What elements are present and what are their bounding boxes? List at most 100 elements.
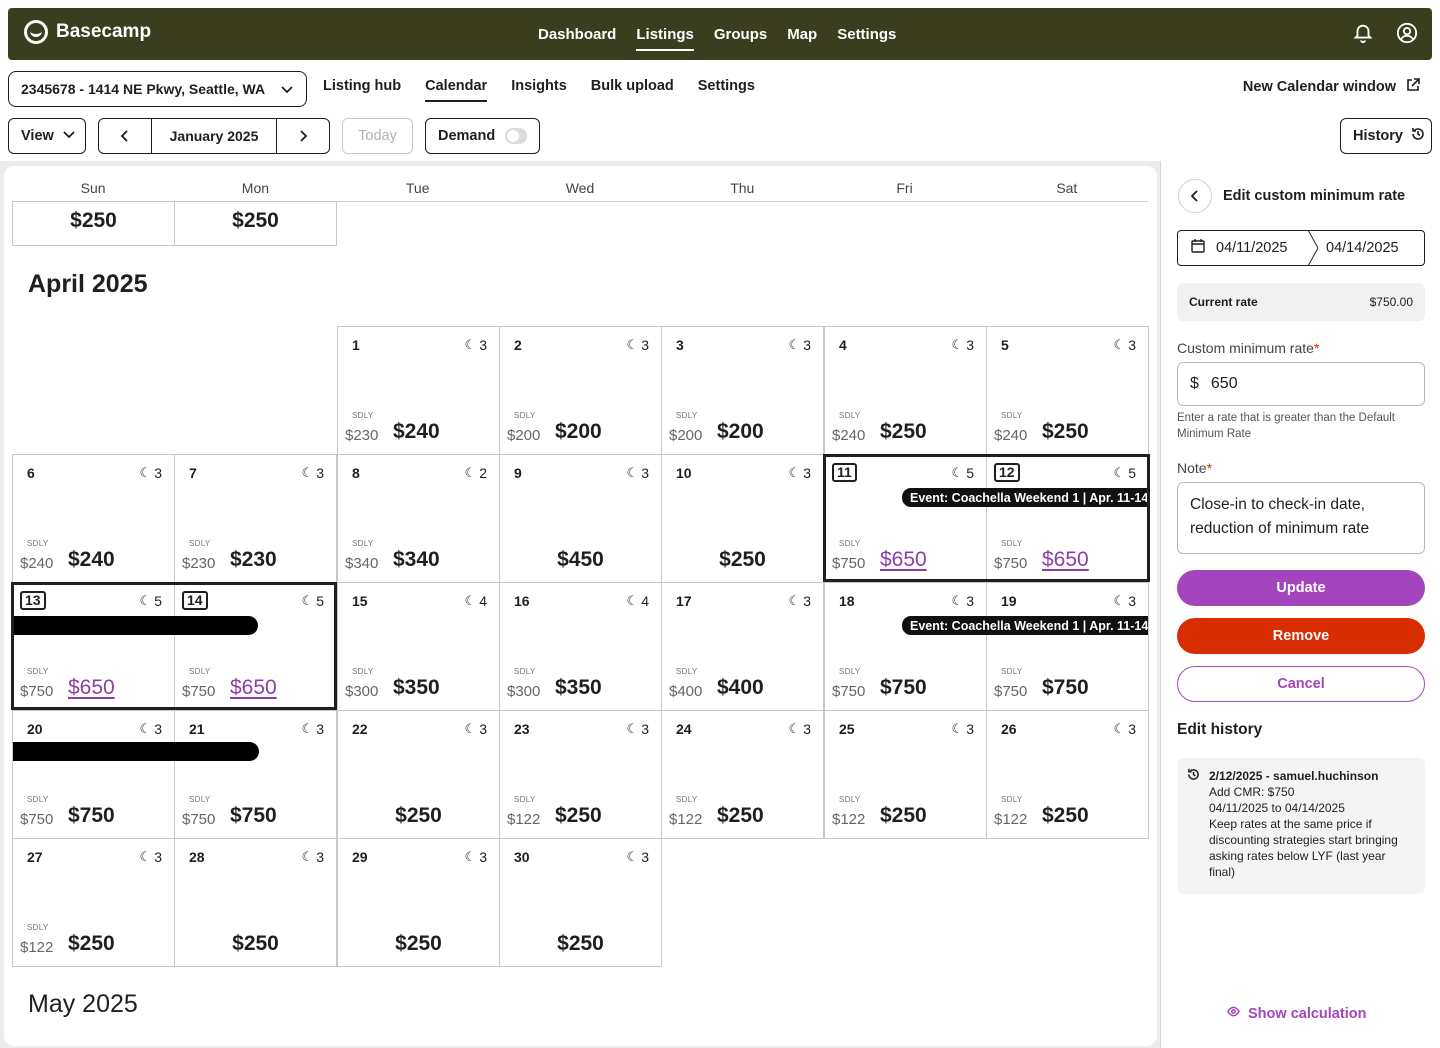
update-button[interactable]: Update (1177, 570, 1425, 606)
calendar-day-cell[interactable]: 30 ☾ 3 $250 (499, 838, 662, 967)
next-month-button[interactable] (277, 119, 329, 153)
calendar-day-cell[interactable]: 17 ☾ 3 SDLY $400 $400 (661, 582, 824, 711)
edit-history-title: Edit history (1177, 721, 1263, 738)
cmr-input[interactable]: $ 650 (1177, 362, 1425, 406)
start-date[interactable]: 04/11/2025 (1216, 240, 1288, 256)
brand-logo[interactable]: Basecamp (24, 20, 151, 44)
calendar-day-cell[interactable]: 11 ☾ 5 SDLY $750 $650 (824, 454, 987, 583)
calendar-day-cell[interactable]: 23 ☾ 3 SDLY $122 $250 (499, 710, 662, 839)
nav-listings[interactable]: Listings (636, 20, 694, 51)
min-nights-value: 3 (803, 465, 811, 481)
show-calculation-link[interactable]: Show calculation (1227, 1005, 1366, 1022)
view-dropdown-button[interactable]: View (8, 118, 86, 154)
calendar-day-cell[interactable]: 2 ☾ 3 SDLY $200 $200 (499, 326, 662, 455)
calendar-day-cell[interactable]: 26 ☾ 3 SDLY $122 $250 (986, 710, 1149, 839)
back-button[interactable] (1178, 179, 1212, 213)
calendar-day-cell[interactable]: 16 ☾ 4 SDLY $300 $350 (499, 582, 662, 711)
calendar-day-cell[interactable]: 29 ☾ 3 $250 (337, 838, 500, 967)
history-button[interactable]: History (1340, 118, 1432, 154)
calendar-day-cell[interactable]: 10 ☾ 3 $250 (661, 454, 824, 583)
calendar-day-cell[interactable]: 14 ☾ 5 SDLY $750 $650 (174, 582, 337, 711)
event-banner[interactable]: Event: Coachella Weekend 1 | Apr. 11-14 (902, 616, 1148, 635)
calendar-day-cell[interactable]: 19 ☾ 3 SDLY $750 $750 (986, 582, 1149, 711)
sdly-label: SDLY (1001, 667, 1023, 676)
min-nights: ☾ 3 (140, 721, 162, 737)
day-price[interactable]: $650 (1042, 548, 1089, 571)
calendar-day-cell[interactable]: $250 (174, 201, 337, 246)
cancel-button[interactable]: Cancel (1177, 666, 1425, 702)
today-button[interactable]: Today (342, 118, 413, 154)
external-link-icon (1406, 78, 1420, 96)
tab-bulk-upload[interactable]: Bulk upload (590, 78, 674, 94)
calendar-day-cell[interactable]: 1 ☾ 3 SDLY $230 $240 (337, 326, 500, 455)
min-nights-value: 3 (154, 721, 162, 737)
remove-button[interactable]: Remove (1177, 618, 1425, 654)
demand-toggle-switch[interactable] (505, 128, 527, 144)
calendar-day-cell[interactable]: 8 ☾ 2 SDLY $340 $340 (337, 454, 500, 583)
nav-map[interactable]: Map (787, 25, 818, 43)
calendar-day-cell[interactable]: 28 ☾ 3 $250 (174, 838, 337, 967)
new-calendar-window-link[interactable]: New Calendar window (1243, 78, 1420, 96)
day-price[interactable]: $650 (68, 676, 115, 699)
calendar-day-cell[interactable]: 21 ☾ 3 SDLY $750 $750 (174, 710, 337, 839)
calendar-day-cell[interactable]: 13 ☾ 5 SDLY $750 $650 (12, 582, 175, 711)
calendar-day-cell[interactable]: 9 ☾ 3 $450 (499, 454, 662, 583)
day-price: $750 (230, 804, 277, 827)
month-navigator: January 2025 (98, 118, 330, 154)
demand-toggle-button[interactable]: Demand (425, 118, 540, 154)
calendar-day-cell[interactable]: 20 ☾ 3 SDLY $750 $750 (12, 710, 175, 839)
calendar-day-cell[interactable]: 27 ☾ 3 SDLY $122 $250 (12, 838, 175, 967)
current-month-label[interactable]: January 2025 (151, 119, 277, 153)
sdly-value: $240 (994, 427, 1028, 444)
calendar-day-cell[interactable]: 7 ☾ 3 SDLY $230 $230 (174, 454, 337, 583)
moon-icon: ☾ (139, 465, 152, 480)
day-price[interactable]: $650 (880, 548, 927, 571)
event-banner[interactable]: Event: Coachella Weekend 1 | Apr. 11-14 (902, 488, 1148, 507)
user-account-icon[interactable] (1396, 22, 1418, 49)
day-price: $200 (717, 420, 764, 443)
min-nights: ☾ 3 (627, 465, 649, 481)
nav-dashboard[interactable]: Dashboard (538, 25, 617, 43)
nav-groups[interactable]: Groups (713, 25, 768, 43)
listing-selector[interactable]: 2345678 - 1414 NE Pkwy, Seattle, WA (8, 71, 307, 107)
day-number: 4 (839, 337, 847, 353)
tab-insights[interactable]: Insights (511, 78, 567, 94)
day-number: 23 (514, 721, 530, 737)
date-range-picker[interactable]: 04/11/2025 04/14/2025 (1177, 229, 1425, 267)
min-nights-value: 3 (803, 721, 811, 737)
sdly-value: $122 (994, 811, 1028, 828)
day-price[interactable]: $650 (230, 676, 277, 699)
tab-settings[interactable]: Settings (697, 78, 755, 94)
event-banner-continuation[interactable] (13, 616, 258, 635)
cmr-field-label: Custom minimum rate* (1177, 340, 1320, 356)
calendar-day-cell[interactable]: 15 ☾ 4 SDLY $300 $350 (337, 582, 500, 711)
calendar-day-cell[interactable]: 18 ☾ 3 SDLY $750 $750 (824, 582, 987, 711)
moon-icon: ☾ (1113, 593, 1126, 608)
min-nights: ☾ 5 (952, 465, 974, 481)
notification-bell-icon[interactable] (1352, 22, 1374, 44)
sdly-value: $750 (182, 811, 216, 828)
calendar-day-cell[interactable]: $250 (12, 201, 175, 246)
day-price: $250 (557, 932, 604, 955)
tab-calendar[interactable]: Calendar (425, 70, 488, 102)
day-number: 26 (1001, 721, 1017, 737)
calendar-day-cell[interactable]: 3 ☾ 3 SDLY $200 $200 (661, 326, 824, 455)
sdly-value: $750 (20, 811, 54, 828)
calendar-day-cell[interactable]: 5 ☾ 3 SDLY $240 $250 (986, 326, 1149, 455)
min-nights: ☾ 4 (627, 593, 649, 609)
note-textarea[interactable]: Close-in to check-in date, reduction of … (1177, 482, 1425, 554)
previous-month-button[interactable] (99, 119, 151, 153)
calendar-day-cell[interactable]: 24 ☾ 3 SDLY $122 $250 (661, 710, 824, 839)
calendar-day-cell[interactable]: 12 ☾ 5 SDLY $750 $650 (986, 454, 1149, 583)
nav-settings[interactable]: Settings (837, 25, 897, 43)
calendar-day-cell[interactable]: 4 ☾ 3 SDLY $240 $250 (824, 326, 987, 455)
end-date[interactable]: 04/14/2025 (1326, 240, 1399, 256)
weekday-wed: Wed (565, 180, 595, 196)
event-banner-continuation[interactable] (13, 742, 259, 761)
min-nights: ☾ 2 (465, 465, 487, 481)
calendar-day-cell[interactable]: 6 ☾ 3 SDLY $240 $240 (12, 454, 175, 583)
sdly-value: $750 (182, 683, 216, 700)
calendar-day-cell[interactable]: 25 ☾ 3 SDLY $122 $250 (824, 710, 987, 839)
calendar-day-cell[interactable]: 22 ☾ 3 $250 (337, 710, 500, 839)
tab-listing-hub[interactable]: Listing hub (323, 78, 402, 94)
